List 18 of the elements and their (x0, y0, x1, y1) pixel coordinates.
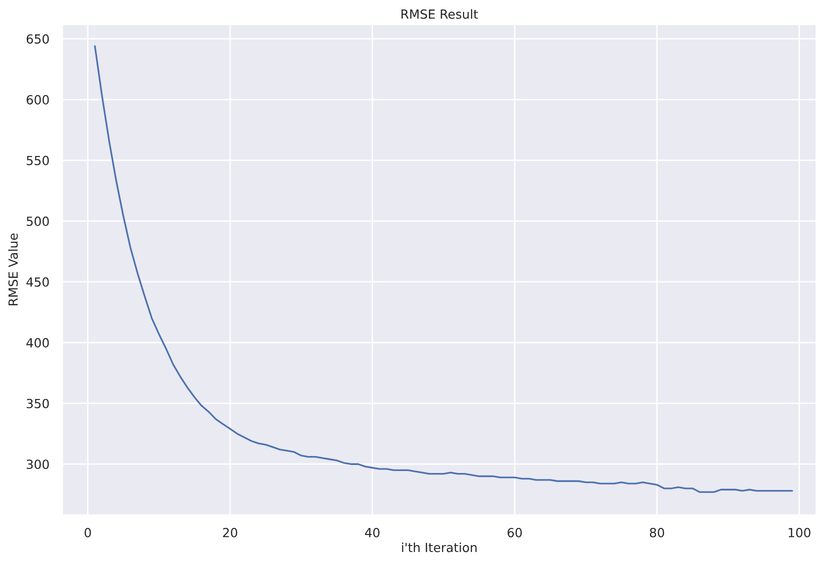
x-tick-label: 100 (788, 528, 810, 538)
y-tick-label: 300 (26, 460, 49, 470)
x-tick-label: 0 (84, 528, 91, 538)
line-series (94, 45, 794, 493)
y-tick-label: 450 (26, 277, 49, 287)
y-tick-label: 400 (26, 338, 49, 348)
y-tick-label: 350 (26, 398, 49, 408)
x-tick-label: 60 (508, 528, 522, 538)
x-tick-label: 40 (365, 528, 380, 538)
chart-title: RMSE Result (402, 9, 478, 19)
y-tick-label: 600 (26, 95, 49, 104)
x-axis-title: i'th Iteration (402, 542, 477, 552)
y-tick-label: 500 (26, 216, 49, 226)
x-tick-label: 80 (650, 528, 664, 538)
y-tick-label: 550 (26, 156, 49, 166)
y-tick-label: 650 (26, 34, 49, 44)
x-tick-label: 20 (223, 528, 238, 538)
y-axis-title: RMSE Value (8, 234, 18, 306)
